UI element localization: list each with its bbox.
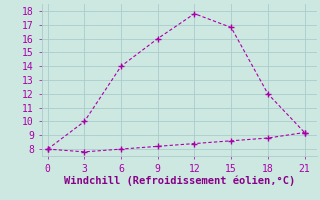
X-axis label: Windchill (Refroidissement éolien,°C): Windchill (Refroidissement éolien,°C): [64, 175, 295, 186]
